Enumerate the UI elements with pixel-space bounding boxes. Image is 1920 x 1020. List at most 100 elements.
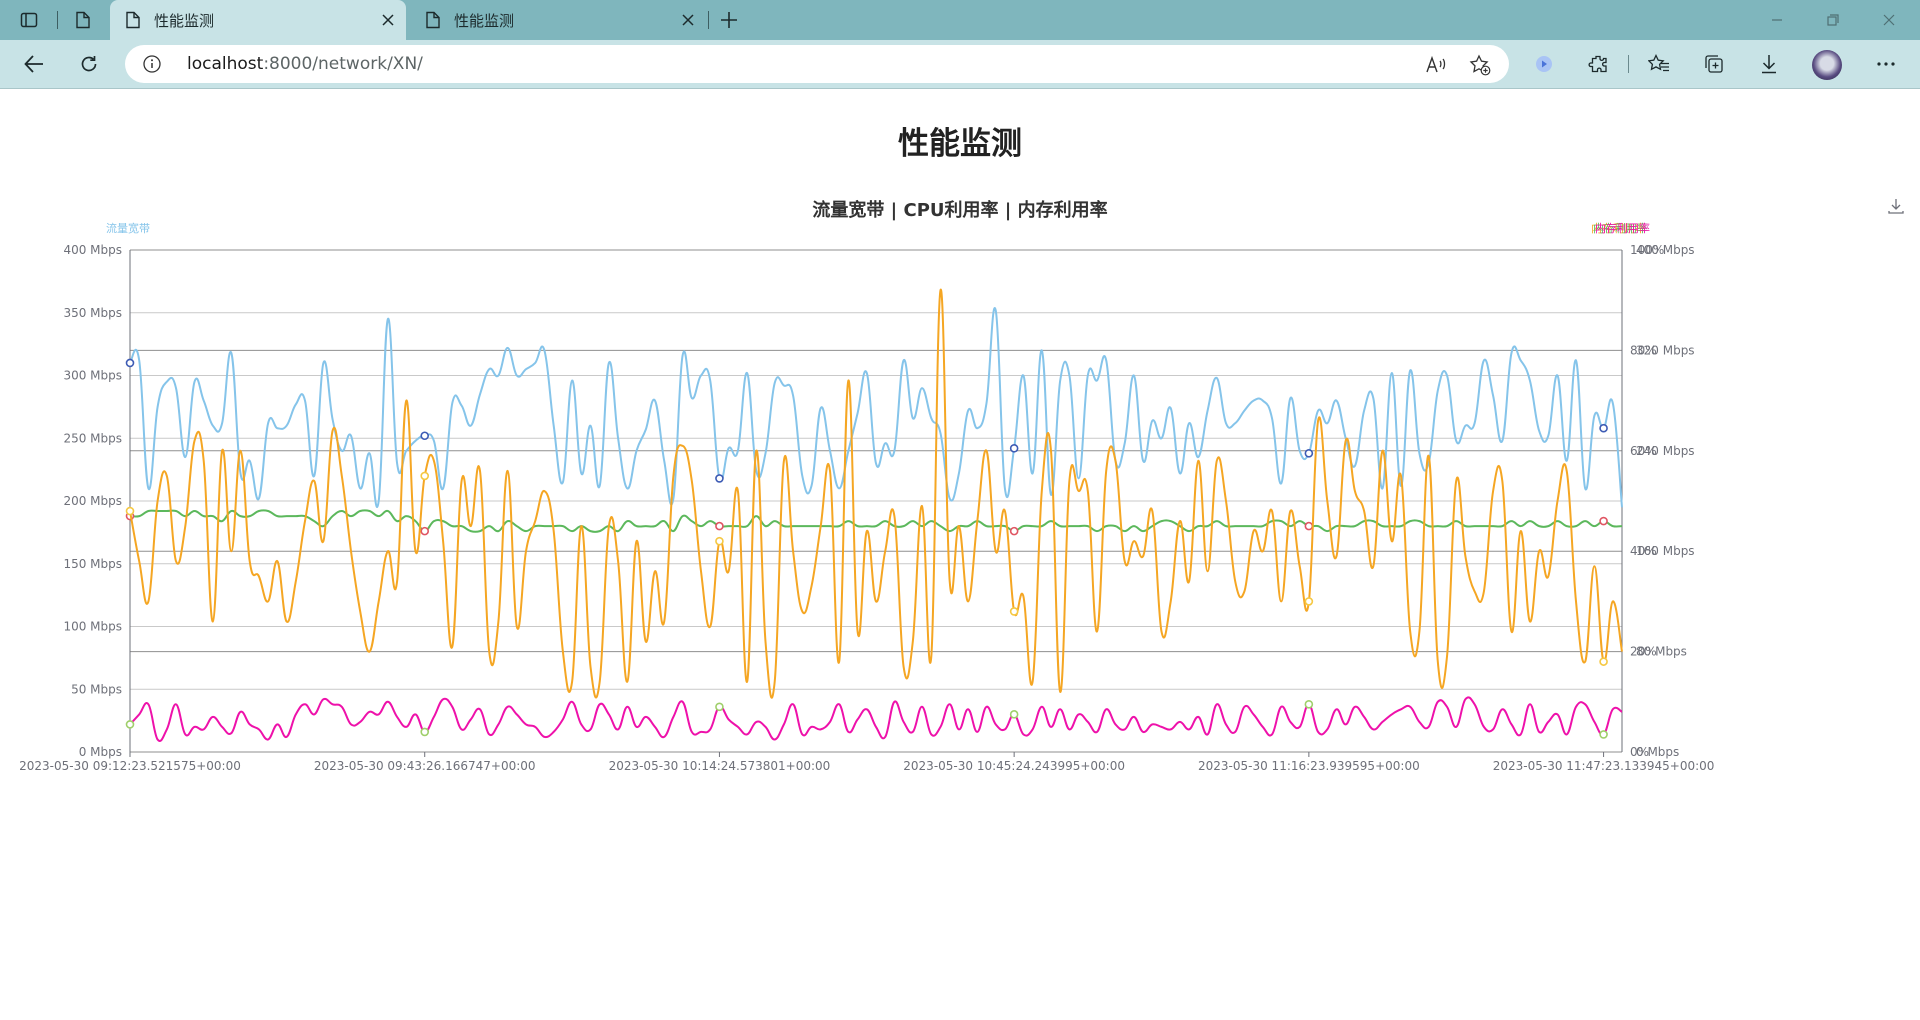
y-left-tick-label: 200 Mbps bbox=[63, 494, 122, 508]
y-left-tick-label: 350 Mbps bbox=[63, 306, 122, 320]
series-point-2[interactable] bbox=[715, 521, 724, 531]
url-host: localhost bbox=[187, 54, 264, 74]
toolbar-separator bbox=[1628, 55, 1629, 73]
series-point-2[interactable] bbox=[420, 526, 430, 536]
series-point-3[interactable] bbox=[1009, 710, 1019, 719]
chart-series bbox=[125, 289, 1623, 743]
address-bar[interactable]: localhost:8000/network/XN/ bbox=[125, 45, 1509, 83]
back-icon[interactable] bbox=[16, 46, 52, 82]
chart-grid bbox=[130, 249, 1622, 753]
y-right-mbps-tick-label: 160 Mbps bbox=[1636, 544, 1695, 558]
legend-item-left[interactable]: 流量宽带 bbox=[106, 221, 150, 235]
tab-actions-icon[interactable] bbox=[13, 4, 45, 36]
y-right-mbps-tick-label: 400 Mbps bbox=[1636, 243, 1695, 257]
series-point-0[interactable] bbox=[420, 431, 430, 441]
tab-strip: 性能监测 性能监测 bbox=[0, 0, 1920, 40]
series-point-1[interactable] bbox=[715, 536, 724, 546]
tab-label: 性能监测 bbox=[154, 11, 215, 30]
page-icon bbox=[425, 11, 441, 33]
y-right-percent-tick-label: 0% bbox=[1630, 745, 1649, 759]
series-point-0[interactable] bbox=[1599, 423, 1608, 433]
info-icon[interactable] bbox=[143, 55, 161, 77]
series-point-3[interactable] bbox=[125, 720, 135, 729]
read-aloud-icon[interactable] bbox=[1424, 53, 1448, 77]
series-point-0[interactable] bbox=[1009, 443, 1019, 453]
extensions-icon[interactable] bbox=[1580, 46, 1616, 82]
y-right-percent-tick-label: 100% bbox=[1630, 243, 1664, 257]
series-point-3[interactable] bbox=[1304, 700, 1314, 709]
y-left-tick-label: 0 Mbps bbox=[79, 745, 122, 759]
page-icon[interactable] bbox=[67, 4, 99, 36]
series-point-2[interactable] bbox=[1009, 526, 1019, 536]
tab-separator bbox=[708, 11, 709, 29]
window-close-icon[interactable] bbox=[1866, 0, 1912, 40]
restore-icon[interactable] bbox=[1810, 0, 1856, 40]
series-line-0 bbox=[129, 307, 1623, 508]
tab-label: 性能监测 bbox=[454, 11, 515, 30]
x-tick-label: 2023-05-30 10:14:24.573801+00:00 bbox=[609, 759, 831, 773]
y-left-tick-label: 300 Mbps bbox=[63, 369, 122, 383]
series-point-3[interactable] bbox=[1599, 730, 1608, 739]
y-left-tick-label: 100 Mbps bbox=[63, 620, 122, 634]
y-right-percent-tick-label: 60% bbox=[1630, 444, 1657, 458]
y-right-mbps-tick-label: 0 Mbps bbox=[1636, 745, 1679, 759]
close-icon[interactable] bbox=[378, 10, 398, 30]
save-image-icon[interactable] bbox=[1886, 196, 1908, 218]
series-line-3 bbox=[129, 696, 1623, 743]
legend-item-right[interactable]: 内存利用率 bbox=[1591, 221, 1646, 235]
y-right-percent-tick-label: 40% bbox=[1630, 544, 1657, 558]
x-tick-label: 2023-05-30 09:43:26.166747+00:00 bbox=[314, 759, 536, 773]
series-point-1[interactable] bbox=[1009, 607, 1019, 616]
chart-axes: 0 Mbps 50 Mbps 100 Mbps 150 Mbps 200 Mbps 250… bbox=[19, 243, 1714, 773]
series-point-3[interactable] bbox=[715, 702, 724, 712]
x-tick-label: 2023-05-30 11:16:23.939595+00:00 bbox=[1198, 759, 1420, 773]
avatar[interactable] bbox=[1812, 50, 1842, 80]
series-point-3[interactable] bbox=[420, 727, 430, 737]
collections-icon[interactable] bbox=[1696, 46, 1732, 82]
page-icon bbox=[125, 11, 141, 33]
y-right-mbps-tick-label: 320 Mbps bbox=[1636, 343, 1695, 357]
series-point-2[interactable] bbox=[1599, 516, 1608, 526]
copilot-icon[interactable] bbox=[1526, 46, 1562, 82]
url-path: :8000/network/XN/ bbox=[263, 54, 423, 74]
series-point-2[interactable] bbox=[1304, 521, 1314, 531]
y-left-tick-label: 50 Mbps bbox=[71, 682, 122, 696]
close-icon[interactable] bbox=[678, 10, 698, 30]
y-right-percent-tick-label: 80% bbox=[1630, 343, 1657, 357]
series-point-0[interactable] bbox=[125, 358, 135, 368]
x-tick-label: 2023-05-30 11:47:23.133945+00:00 bbox=[1493, 759, 1715, 773]
series-line-1 bbox=[129, 289, 1623, 699]
series-point-1[interactable] bbox=[1599, 657, 1608, 666]
tab-separator bbox=[57, 11, 58, 29]
x-tick-label: 2023-05-30 10:45:24.243995+00:00 bbox=[903, 759, 1125, 773]
add-favorite-icon[interactable] bbox=[1468, 53, 1492, 77]
legend-item-right[interactable]: 内存利用率 bbox=[1595, 221, 1650, 235]
more-icon[interactable] bbox=[1868, 46, 1904, 82]
tab-active[interactable]: 性能监测 bbox=[110, 0, 406, 40]
y-right-mbps-tick-label: 240 Mbps bbox=[1636, 444, 1695, 458]
series-point-1[interactable] bbox=[420, 471, 430, 481]
series-point-0[interactable] bbox=[1304, 449, 1314, 458]
x-tick-label: 2023-05-30 09:12:23.521575+00:00 bbox=[19, 759, 241, 773]
minimize-icon[interactable] bbox=[1754, 0, 1800, 40]
performance-chart: 0 Mbps 50 Mbps 100 Mbps 150 Mbps 200 Mbps 250… bbox=[19, 221, 1714, 773]
new-tab-icon[interactable] bbox=[713, 4, 745, 36]
downloads-icon[interactable] bbox=[1751, 46, 1787, 82]
series-point-1[interactable] bbox=[125, 506, 135, 516]
chart-title: 流量宽带 | CPU利用率 | 内存利用率 bbox=[812, 200, 1108, 221]
series-point-0[interactable] bbox=[715, 474, 724, 483]
favorites-icon[interactable] bbox=[1641, 46, 1677, 82]
refresh-icon[interactable] bbox=[71, 46, 107, 82]
legend-item-right[interactable]: 内存利用率 bbox=[1593, 221, 1648, 235]
tab-inactive[interactable]: 性能监测 bbox=[410, 0, 706, 40]
y-left-tick-label: 400 Mbps bbox=[63, 243, 122, 257]
y-left-tick-label: 150 Mbps bbox=[63, 557, 122, 571]
y-left-tick-label: 250 Mbps bbox=[63, 431, 122, 445]
page-title: 性能监测 bbox=[898, 126, 1022, 162]
url-text[interactable]: localhost:8000/network/XN/ bbox=[187, 54, 423, 74]
y-right-percent-tick-label: 20% bbox=[1630, 645, 1657, 659]
series-point-1[interactable] bbox=[1304, 597, 1314, 606]
navigation-toolbar: localhost:8000/network/XN/ bbox=[0, 40, 1920, 89]
y-right-mbps-tick-label: 80 Mbps bbox=[1636, 645, 1687, 659]
